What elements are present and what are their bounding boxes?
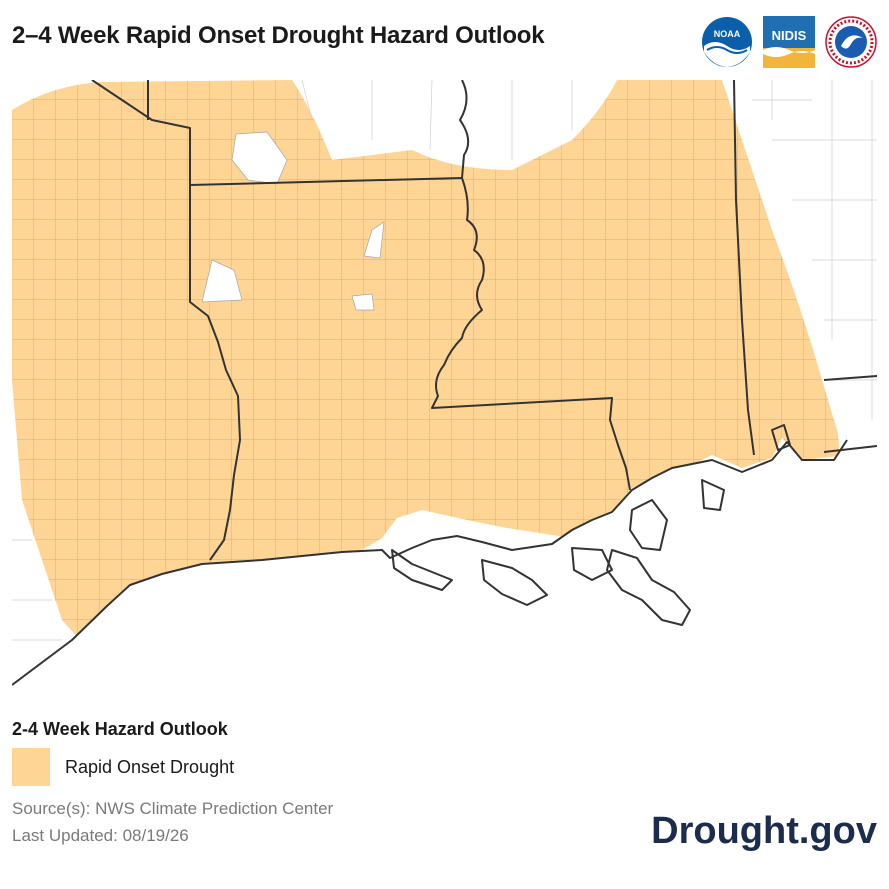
hazard-map[interactable] <box>12 80 877 692</box>
state-boundaries <box>91 80 877 561</box>
nidis-logo-text: NIDIS <box>772 28 807 43</box>
map-canvas <box>12 80 877 692</box>
noaa-logo[interactable]: NOAA <box>701 16 753 68</box>
rapid-onset-drought-area <box>12 80 839 640</box>
partner-logos: NOAA NIDIS <box>701 16 877 68</box>
noaa-logo-text: NOAA <box>714 29 741 39</box>
source-text: Source(s): NWS Climate Prediction Center <box>12 799 334 818</box>
legend-label: Rapid Onset Drought <box>65 756 235 777</box>
nidis-logo[interactable]: NIDIS <box>763 16 815 68</box>
coastline <box>12 424 877 686</box>
county-lines <box>12 80 877 641</box>
legend-swatch <box>12 748 50 786</box>
legend-item-rapid-onset-drought: Rapid Onset Drought <box>12 748 234 786</box>
legend-title: 2-4 Week Hazard Outlook <box>12 719 228 739</box>
drought-gov-link[interactable]: Drought.gov <box>651 810 877 852</box>
last-updated-text: Last Updated: 08/19/26 <box>12 826 189 845</box>
page-title: 2–4 Week Rapid Onset Drought Hazard Outl… <box>12 22 545 49</box>
nws-logo[interactable] <box>825 16 877 68</box>
